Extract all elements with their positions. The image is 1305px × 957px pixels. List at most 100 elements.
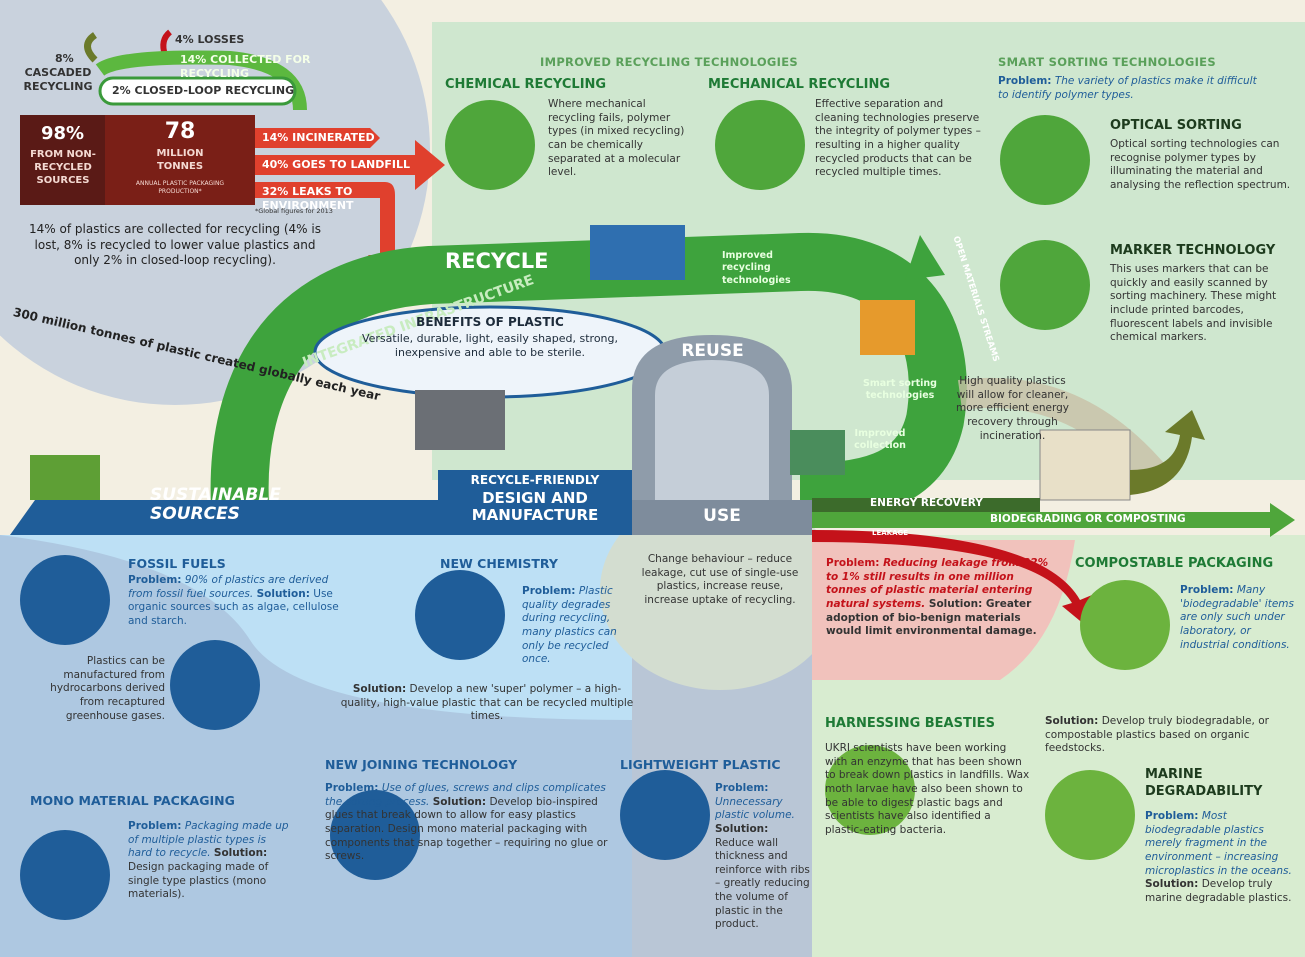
landfill-arrow (255, 140, 445, 190)
beasties-icon (825, 745, 915, 835)
summary: 14% of plastics are collected for recycl… (29, 222, 321, 268)
text-part: Problem: (522, 585, 576, 597)
cascaded-label: CASCADED RECYCLING (23, 66, 93, 94)
text-block: Solution: Greater adoption of bio-benign… (826, 598, 1037, 637)
chemistry-solution: Solution: Develop a new 'super' polymer … (337, 683, 637, 724)
text-part: Problem: (128, 574, 182, 586)
text-part: Plastic quality degrades during recyclin… (522, 585, 617, 666)
non-recycled-pct: 98% (40, 123, 85, 144)
text-part: Solution: (352, 683, 407, 695)
text-part: Problem: (1180, 584, 1234, 596)
benefits-text: Versatile, durable, light, easily shaped… (361, 332, 619, 360)
mechanical-icon (715, 100, 805, 190)
text-block: Problem: The variety of plastics make it… (998, 75, 1257, 101)
beasties-title: HARNESSING BEASTIES (825, 716, 995, 731)
compostable-title: COMPOSTABLE PACKAGING (1075, 556, 1274, 571)
incinerator-icon (1039, 429, 1131, 501)
hydrocarbon-icon (170, 640, 260, 730)
mono-title: MONO MATERIAL PACKAGING (30, 793, 235, 808)
text-part: Unnecessary plastic volume. (715, 795, 795, 822)
chemical-title: CHEMICAL RECYCLING (445, 77, 607, 92)
text-block: Solution: Develop truly biodegradable, o… (1045, 715, 1269, 754)
design-label-1: RECYCLE-FRIENDLY (470, 473, 600, 487)
non-recycled-label: FROM NON-RECYCLED SOURCES (30, 149, 96, 186)
text-block: Problem: Many 'biodegradable' items are … (1180, 584, 1294, 651)
marker-icon (1000, 240, 1090, 330)
energy-arrow (1130, 410, 1205, 495)
factory-icon (415, 390, 505, 450)
text-block: Solution: Design packaging made of singl… (128, 847, 268, 900)
compostable-problem: Problem: Many 'biodegradable' items are … (1180, 584, 1295, 652)
tonnes-note: ANNUAL PLASTIC PACKAGING PRODUCTION* (135, 180, 225, 195)
marker-title: MARKER TECHNOLOGY (1110, 243, 1276, 258)
biodegrading-arrow (812, 503, 1295, 537)
leakage-label: LEAKAGE (872, 529, 909, 537)
cascade-arrow (84, 32, 98, 63)
text-block: Solution: Reduce wall thickness and rein… (715, 823, 810, 930)
improved-collection: Improved collection (854, 428, 906, 452)
chemistry-problem: Problem: Plastic quality degrades during… (522, 585, 627, 667)
chemistry-title: NEW CHEMISTRY (440, 556, 558, 571)
leakage-area (812, 540, 1075, 680)
non-recycled-box (20, 115, 105, 205)
text-part: Solution: (213, 847, 268, 860)
biodegrading-label: BIODEGRADING OR COMPOSTING (990, 513, 1186, 525)
tonnes-label: MILLION TONNES (156, 148, 204, 172)
reuse-label: REUSE (681, 341, 744, 361)
optical-icon (1000, 115, 1090, 205)
mechanical-title: MECHANICAL RECYCLING (708, 77, 891, 92)
text-block: Solution: Develop truly marine degradabl… (1145, 878, 1291, 904)
tonnes-value: 78 (164, 119, 196, 144)
behaviour-text: Change behaviour – reduce leakage, cut u… (641, 553, 799, 606)
losses: 4% LOSSES (175, 33, 245, 46)
text-part: Problem: (998, 75, 1052, 87)
factory-icon (590, 225, 685, 280)
optical-title: OPTICAL SORTING (1110, 118, 1242, 133)
text-block: Problem: Use of glues, screws and clips … (325, 782, 606, 808)
text-part: Solution: (1045, 715, 1099, 727)
text-block: Problem: Unnecessary plastic volume. (715, 782, 795, 821)
text-block: Solution: Use organic sources such as al… (128, 588, 339, 627)
text-part: Develop truly biodegradable, or composta… (1045, 715, 1269, 755)
marine-icon (1045, 770, 1135, 860)
text-part: Reducing leakage from 32% to 1% still re… (826, 557, 1049, 610)
cascaded-pct: 8% (55, 52, 74, 65)
energy-recovery-label: ENERGY RECOVERY (870, 497, 983, 509)
text-part: Problem: (715, 782, 769, 794)
marine-title: MARINE DEGRADABILITY (1145, 767, 1263, 799)
text-part: Develop truly marine degradable plastics… (1145, 878, 1292, 904)
text-part: Many 'biodegradable' items are only such… (1180, 584, 1294, 651)
text-part: Packaging made up of multiple plastic ty… (128, 820, 289, 860)
text-part: Reduce wall thickness and reinforce with… (715, 836, 810, 931)
loop-arrowhead (905, 235, 945, 280)
design-label-2: DESIGN AND MANUFACTURE (471, 489, 599, 524)
recycle-loop (210, 232, 967, 521)
fossil-icon (20, 555, 110, 645)
hydrocarbons-text: Plastics can be manufactured from hydroc… (50, 655, 165, 722)
text-part: Problem: (1145, 810, 1199, 822)
text-part: Solution: (928, 597, 983, 610)
energy-swirl (957, 377, 1175, 494)
benefits-title: BENEFITS OF PLASTIC (416, 315, 564, 329)
marker-text: This uses markers that can be quickly an… (1110, 263, 1277, 344)
chemical-text: Where mechanical recycling fails, polyme… (548, 98, 685, 179)
sorting-icon (860, 300, 915, 355)
text-part: Solution: (256, 587, 310, 600)
text-part: Solution: (715, 822, 769, 835)
mechanical-text: Effective separation and cleaning techno… (815, 98, 981, 179)
tech-title: IMPROVED RECYCLING TECHNOLOGIES (540, 55, 798, 69)
optical-text: Optical sorting technologies can recogni… (1110, 138, 1291, 191)
leakage-arrow (812, 530, 1092, 625)
joining-problem: Problem: Use of glues, screws and clips … (325, 782, 625, 864)
landfill: 40% GOES TO LANDFILL (262, 158, 410, 171)
text-block: Solution: Develop bio-inspired glues tha… (325, 796, 607, 863)
recycle-label: RECYCLE (445, 249, 549, 273)
joining-title: NEW JOINING TECHNOLOGY (325, 757, 518, 772)
text-block: Problem: 90% of plastics are derived fro… (128, 574, 328, 600)
energy-note: High quality plastics will allow for cle… (956, 375, 1069, 442)
compostable-icon (1080, 580, 1170, 670)
text-part: Most biodegradable plastics merely fragm… (1145, 810, 1292, 877)
chemical-icon (445, 100, 535, 190)
lightweight-text: Problem: Unnecessary plastic volume. Sol… (615, 782, 810, 932)
